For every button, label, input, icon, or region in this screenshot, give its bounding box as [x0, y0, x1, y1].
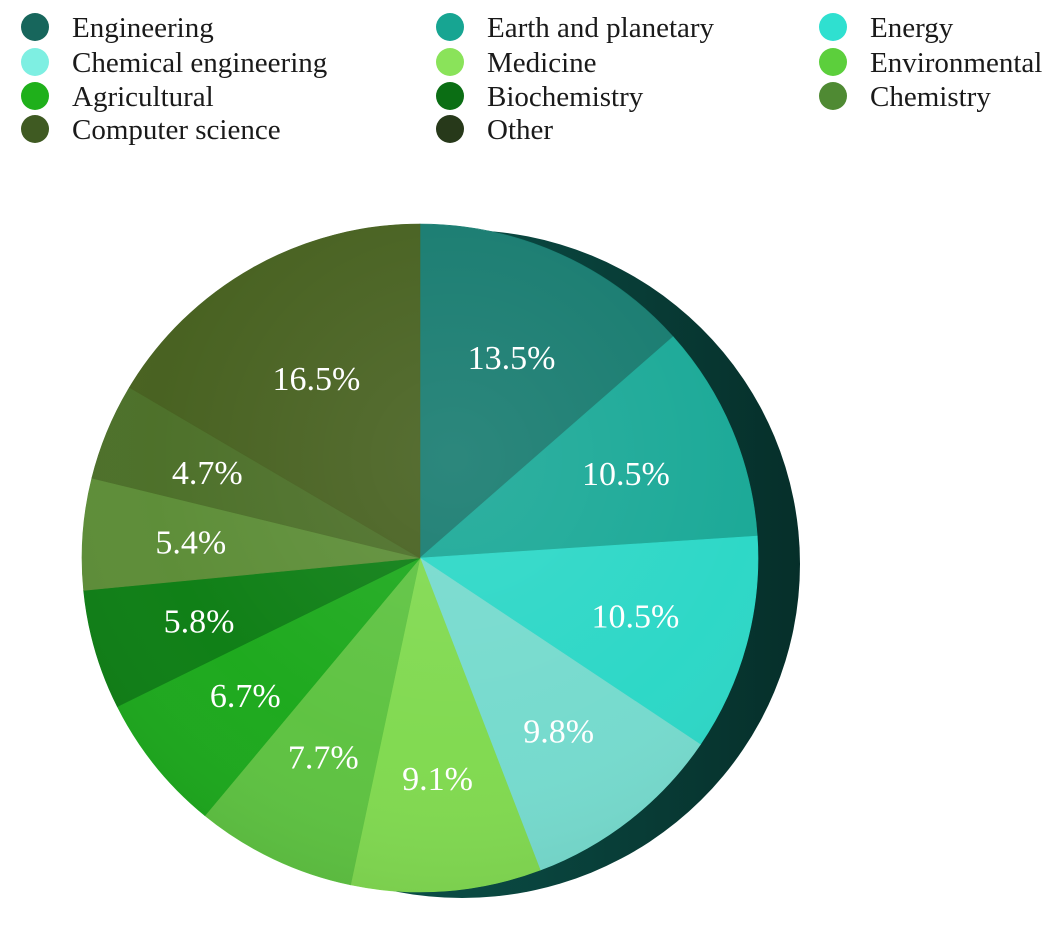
- legend-label: Energy: [870, 12, 954, 44]
- legend-label: Biochemistry: [487, 81, 644, 113]
- legend-item-medicine: Medicine: [436, 47, 597, 79]
- legend-swatch: [819, 13, 847, 41]
- legend-item-energy: Energy: [819, 12, 954, 44]
- slice-label-other: 16.5%: [272, 361, 360, 398]
- legend-label: Agricultural: [72, 81, 214, 113]
- legend-item-biochemistry: Biochemistry: [436, 81, 644, 113]
- legend-item-agricultural: Agricultural: [21, 81, 214, 113]
- legend-swatch: [436, 48, 464, 76]
- legend-label: Computer science: [72, 114, 281, 146]
- legend-swatch: [21, 82, 49, 110]
- legend-item-chemical-engineering: Chemical engineering: [21, 47, 327, 79]
- legend-swatch: [436, 115, 464, 143]
- slice-labels: 13.5% 10.5% 10.5% 9.8% 9.1% 7.7%6.7% 5.8% 5.4% 4…: [155, 340, 679, 798]
- legend-swatch: [21, 48, 49, 76]
- legend-item-engineering: Engineering: [21, 12, 214, 44]
- legend-item-chemistry: Chemistry: [819, 81, 991, 113]
- legend-label: Environmental: [870, 47, 1042, 79]
- slice-label-agricultural: 6.7%: [210, 678, 281, 715]
- legend-item-other: Other: [436, 114, 553, 146]
- legend-item-earth-and-planetary: Earth and planetary: [436, 12, 715, 44]
- legend-label: Medicine: [487, 47, 597, 79]
- slice-label-chemistry: 5.4%: [155, 525, 226, 562]
- slice-label-biochemistry: 5.8%: [164, 604, 235, 641]
- slice-label-chemical-engineering: 9.8%: [523, 714, 594, 751]
- legend-swatch: [819, 82, 847, 110]
- slice-label-engineering: 13.5%: [468, 340, 556, 377]
- legend-swatch: [819, 48, 847, 76]
- slice-label-earth-and-planetary: 10.5%: [582, 456, 670, 493]
- legend-swatch: [21, 115, 49, 143]
- slice-label-environmental: 7.7%: [288, 740, 359, 777]
- legend-swatch: [436, 13, 464, 41]
- legend-label: Chemical engineering: [72, 47, 327, 79]
- legend-label: Other: [487, 114, 553, 146]
- pie-shading: [82, 224, 758, 892]
- pie-face-shading: [82, 224, 758, 892]
- slice-label-energy: 10.5%: [591, 598, 679, 635]
- legend-swatch: [436, 82, 464, 110]
- legend-label: Chemistry: [870, 81, 991, 113]
- legend-item-environmental: Environmental: [819, 47, 1042, 79]
- slice-label-medicine: 9.1%: [402, 761, 473, 798]
- legend-label: Earth and planetary: [487, 12, 715, 44]
- legend: Engineering Earth and planetary Energy Chem…: [21, 12, 1042, 146]
- legend-swatch: [21, 13, 49, 41]
- legend-item-computer-science: Computer science: [21, 114, 281, 146]
- slice-label-computer-science: 4.7%: [172, 455, 243, 492]
- legend-label: Engineering: [72, 12, 214, 44]
